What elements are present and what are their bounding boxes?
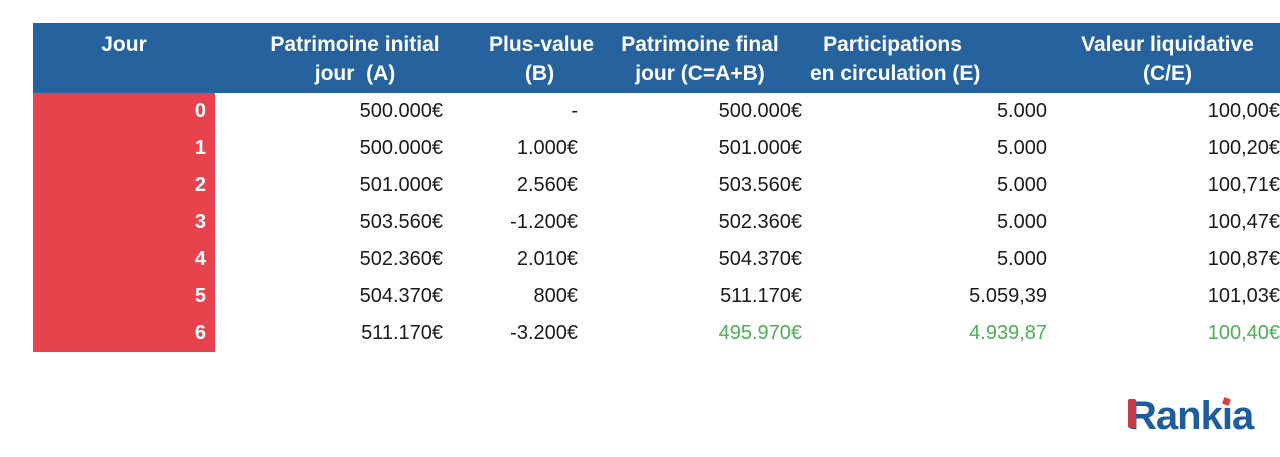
cell-participations: 5.000 (810, 130, 1055, 167)
table-header: Jour Patrimoine initial jour (A) Plus-val… (33, 23, 1280, 93)
cell-participations: 5.000 (810, 241, 1055, 278)
table-row: 5 504.370€ 800€ 511.170€ 5.059,39 101,03… (33, 278, 1280, 315)
cell-valeur-liquidative: 100,47€ (1055, 204, 1280, 241)
cell-patrimoine-initial: 500.000€ (215, 93, 455, 130)
col-header-participations: Participations en circulation (E) (810, 23, 1055, 93)
cell-plus-value: -1.200€ (455, 204, 590, 241)
cell-patrimoine-final: 500.000€ (590, 93, 810, 130)
cell-valeur-liquidative: 101,03€ (1055, 278, 1280, 315)
rankia-logo: Rankı a (1128, 394, 1254, 438)
table-body: 0 500.000€ - 500.000€ 5.000 100,00€ 1 50… (33, 93, 1280, 352)
table-row: 1 500.000€ 1.000€ 501.000€ 5.000 100,20€ (33, 130, 1280, 167)
col-header-plus-value: Plus-value (B) (455, 23, 594, 93)
fund-valuation-table: Jour Patrimoine initial jour (A) Plus-val… (33, 23, 1280, 352)
cell-participations: 5.000 (810, 93, 1055, 130)
logo-text-part2: a (1231, 394, 1254, 438)
cell-patrimoine-final: 495.970€ (590, 315, 810, 352)
col-header-patrimoine-initial: Patrimoine initial jour (A) (215, 23, 455, 93)
cell-participations: 5.000 (810, 204, 1055, 241)
cell-jour: 2 (33, 167, 215, 204)
cell-patrimoine-final: 501.000€ (590, 130, 810, 167)
cell-jour: 1 (33, 130, 215, 167)
table-row: 3 503.560€ -1.200€ 502.360€ 5.000 100,47… (33, 204, 1280, 241)
col-header-patrimoine-final: Patrimoine final jour (C=A+B) (590, 23, 810, 93)
col-header-valeur-liquidative: Valeur liquidative (C/E) (1055, 23, 1280, 93)
cell-valeur-liquidative: 100,20€ (1055, 130, 1280, 167)
cell-jour: 4 (33, 241, 215, 278)
table-row: 0 500.000€ - 500.000€ 5.000 100,00€ (33, 93, 1280, 130)
col-header-jour: Jour (33, 23, 215, 93)
header-row: Jour Patrimoine initial jour (A) Plus-val… (33, 23, 1280, 93)
cell-patrimoine-final: 511.170€ (590, 278, 810, 315)
table-row: 4 502.360€ 2.010€ 504.370€ 5.000 100,87€ (33, 241, 1280, 278)
cell-jour: 0 (33, 93, 215, 130)
cell-plus-value: 2.010€ (455, 241, 590, 278)
cell-valeur-liquidative: 100,00€ (1055, 93, 1280, 130)
cell-plus-value: 1.000€ (455, 130, 590, 167)
cell-participations: 4.939,87 (810, 315, 1055, 352)
logo-red-stem-shape (1128, 399, 1136, 428)
fund-valuation-table-wrap: Jour Patrimoine initial jour (A) Plus-val… (33, 23, 1280, 352)
cell-patrimoine-initial: 500.000€ (215, 130, 455, 167)
cell-patrimoine-initial: 504.370€ (215, 278, 455, 315)
cell-patrimoine-initial: 511.170€ (215, 315, 455, 352)
cell-plus-value: -3.200€ (455, 315, 590, 352)
logo-letter-i: ı (1221, 394, 1233, 438)
logo-text-part1: Rank (1128, 394, 1223, 438)
cell-participations: 5.000 (810, 167, 1055, 204)
table-row: 2 501.000€ 2.560€ 503.560€ 5.000 100,71€ (33, 167, 1280, 204)
cell-patrimoine-initial: 502.360€ (215, 241, 455, 278)
table-row-highlighted: 6 511.170€ -3.200€ 495.970€ 4.939,87 100… (33, 315, 1280, 352)
cell-patrimoine-initial: 503.560€ (215, 204, 455, 241)
cell-patrimoine-initial: 501.000€ (215, 167, 455, 204)
cell-jour: 3 (33, 204, 215, 241)
cell-plus-value: 2.560€ (455, 167, 590, 204)
cell-valeur-liquidative: 100,87€ (1055, 241, 1280, 278)
cell-patrimoine-final: 503.560€ (590, 167, 810, 204)
cell-valeur-liquidative: 100,40€ (1055, 315, 1280, 352)
cell-patrimoine-final: 502.360€ (590, 204, 810, 241)
cell-jour: 5 (33, 278, 215, 315)
cell-jour: 6 (33, 315, 215, 352)
cell-plus-value: 800€ (455, 278, 590, 315)
cell-participations: 5.059,39 (810, 278, 1055, 315)
cell-valeur-liquidative: 100,71€ (1055, 167, 1280, 204)
cell-patrimoine-final: 504.370€ (590, 241, 810, 278)
cell-plus-value: - (455, 93, 590, 130)
logo-dotless-i: ı (1221, 394, 1233, 438)
